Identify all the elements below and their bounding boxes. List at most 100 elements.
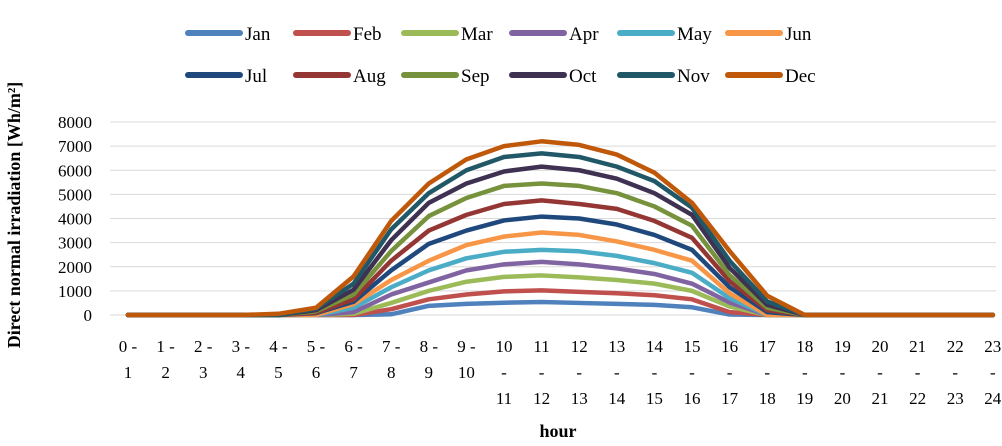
x-tick-text: 19 xyxy=(796,389,813,408)
legend-item-jun: Jun xyxy=(725,24,812,45)
legend-label: Oct xyxy=(569,66,597,87)
x-tick-label: 17 - 18 xyxy=(759,337,777,408)
legend-item-dec: Dec xyxy=(725,66,816,87)
x-tick-label: 8 -9 xyxy=(420,337,439,382)
x-tick-text: 7 xyxy=(349,363,358,382)
y-tick-label: 0 xyxy=(84,306,93,325)
x-tick-text: 11 xyxy=(496,389,512,408)
y-axis-title: Direct normal irradiation [Wh/m²] xyxy=(4,82,24,349)
x-axis-ticks: 0 -11 -22 -33 -44 -55 -66 -77 -88 -99 -1… xyxy=(119,337,1002,408)
x-tick-text: 21 xyxy=(872,389,889,408)
x-tick-label: 1 -2 xyxy=(156,337,175,382)
legend-item-feb: Feb xyxy=(293,24,382,45)
x-tick-label: 23 - 24 xyxy=(984,337,1002,408)
x-tick-text: 15 xyxy=(684,337,701,356)
series-line-mar xyxy=(125,273,996,318)
x-tick-text: 9 xyxy=(425,363,434,382)
y-axis-ticks: 0 1000 2000 3000 4000 5000 6000 7000 8000 xyxy=(58,113,92,325)
x-tick-text: 9 - xyxy=(457,337,476,356)
x-tick-text: - xyxy=(727,363,733,382)
legend-label: Nov xyxy=(677,66,710,87)
x-tick-label: 16 - 17 xyxy=(721,337,739,408)
x-tick-text: 20 xyxy=(834,389,851,408)
x-tick-text: 20 xyxy=(872,337,889,356)
y-tick-label: 7000 xyxy=(58,137,92,156)
x-tick-text: - xyxy=(840,363,846,382)
legend-label: Dec xyxy=(785,66,816,87)
x-tick-text: 2 - xyxy=(194,337,213,356)
x-tick-label: 9 -10 xyxy=(457,337,476,382)
x-tick-text: - xyxy=(652,363,658,382)
x-tick-text: - xyxy=(952,363,958,382)
legend-item-jul: Jul xyxy=(185,66,267,87)
x-tick-label: 19 - 20 xyxy=(834,337,851,408)
x-tick-label: 15 - 16 xyxy=(684,337,701,408)
legend-item-nov: Nov xyxy=(617,66,710,87)
x-tick-text: 10 xyxy=(458,363,475,382)
legend-item-apr: Apr xyxy=(509,24,599,45)
series-line-dec xyxy=(125,139,996,318)
x-tick-text: 4 - xyxy=(269,337,288,356)
x-tick-text: 0 - xyxy=(119,337,138,356)
x-tick-label: 7 -8 xyxy=(382,337,401,382)
legend-label: Jul xyxy=(245,66,267,87)
x-tick-label: 0 -1 xyxy=(119,337,138,382)
x-tick-text: 3 xyxy=(199,363,208,382)
x-tick-text: 13 xyxy=(571,389,588,408)
x-tick-label: 13 - 14 xyxy=(608,337,626,408)
x-tick-text: 21 xyxy=(909,337,926,356)
x-tick-label: 11 - 12 xyxy=(533,337,550,408)
legend-label: Apr xyxy=(569,24,599,45)
x-tick-label: 22 - 23 xyxy=(947,337,964,408)
x-tick-text: 3 - xyxy=(232,337,251,356)
x-tick-text: 5 - xyxy=(307,337,326,356)
legend-label: Jan xyxy=(245,24,271,45)
x-tick-text: 6 xyxy=(312,363,321,382)
x-tick-label: 20 - 21 xyxy=(872,337,889,408)
x-tick-text: - xyxy=(764,363,770,382)
legend-item-jan: Jan xyxy=(185,24,271,45)
x-tick-text: - xyxy=(802,363,808,382)
x-tick-text: - xyxy=(576,363,582,382)
x-tick-text: - xyxy=(877,363,883,382)
legend-item-aug: Aug xyxy=(293,66,386,87)
y-tick-label: 1000 xyxy=(58,282,92,301)
x-tick-text: 1 - xyxy=(156,337,175,356)
x-tick-text: 15 xyxy=(646,389,663,408)
legend-label: Sep xyxy=(461,66,490,87)
x-axis-title: hour xyxy=(539,421,576,441)
x-tick-text: 24 xyxy=(984,389,1002,408)
x-tick-text: 8 xyxy=(387,363,396,382)
x-tick-text: - xyxy=(689,363,695,382)
x-tick-text: 6 - xyxy=(344,337,363,356)
y-tick-label: 2000 xyxy=(58,258,92,277)
x-tick-text: 5 xyxy=(274,363,283,382)
x-tick-label: 10 - 11 xyxy=(496,337,513,408)
x-tick-text: 22 xyxy=(909,389,926,408)
x-tick-text: 22 xyxy=(947,337,964,356)
x-tick-label: 3 -4 xyxy=(232,337,251,382)
x-tick-text: 18 xyxy=(759,389,776,408)
x-tick-text: 17 xyxy=(759,337,777,356)
x-tick-text: - xyxy=(539,363,545,382)
x-tick-text: 16 xyxy=(721,337,738,356)
y-tick-label: 4000 xyxy=(58,210,92,229)
x-tick-label: 6 -7 xyxy=(344,337,363,382)
x-tick-text: - xyxy=(614,363,620,382)
series-line-may xyxy=(125,247,996,318)
x-tick-text: 23 xyxy=(984,337,1001,356)
legend: Jan Feb Mar Apr May Jun Jul Aug Sep Oct Nov Dec xyxy=(185,24,816,87)
y-tick-label: 3000 xyxy=(58,234,92,253)
x-tick-text: 12 xyxy=(571,337,588,356)
x-tick-text: 12 xyxy=(533,389,550,408)
legend-item-oct: Oct xyxy=(509,66,597,87)
y-tick-label: 5000 xyxy=(58,185,92,204)
y-tick-label: 6000 xyxy=(58,161,92,180)
x-tick-text: 17 xyxy=(721,389,739,408)
x-tick-label: 2 -3 xyxy=(194,337,213,382)
x-tick-text: - xyxy=(501,363,507,382)
series-lines xyxy=(125,139,996,318)
legend-label: Jun xyxy=(785,24,812,45)
x-tick-text: 14 xyxy=(608,389,626,408)
